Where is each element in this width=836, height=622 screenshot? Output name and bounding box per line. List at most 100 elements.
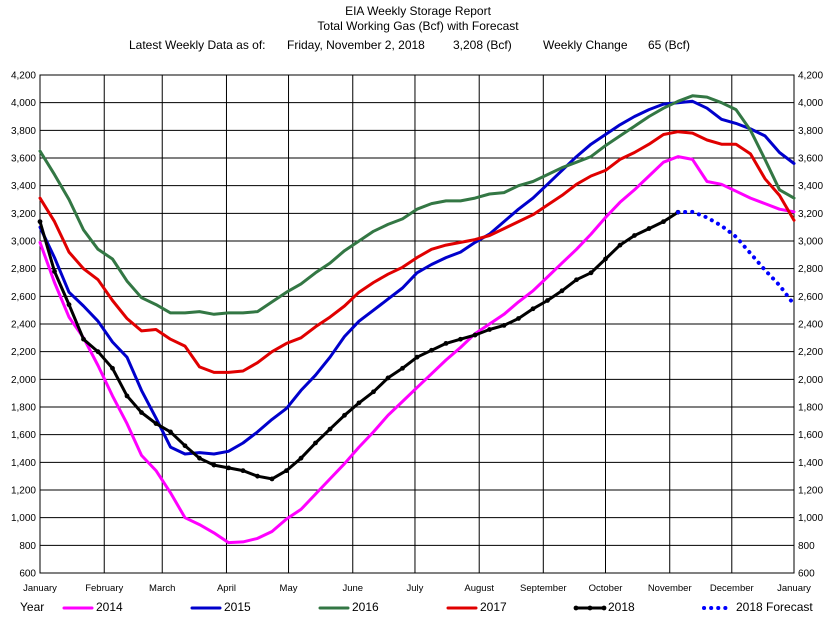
data-point-2018 [429, 347, 434, 353]
series-line-2017 [38, 130, 796, 374]
legend: Year 2014 2015 2016 2017 2018 2018 Forec… [0, 600, 836, 618]
y-tick-label-right: 800 [798, 541, 815, 552]
x-tick-label: August [464, 583, 494, 594]
y-tick-label-right: 2,000 [798, 375, 823, 386]
y-tick-label-left: 3,600 [11, 154, 36, 165]
y-tick-label-left: 3,200 [11, 209, 36, 220]
data-point-2018 [632, 233, 637, 238]
legend-label-2018-forecast: 2018 Forecast [736, 600, 813, 614]
x-tick-label: November [648, 583, 692, 594]
y-tick-label-right: 3,200 [798, 209, 823, 220]
latest-data-date: Friday, November 2, 2018 [287, 38, 425, 52]
latest-data-label: Latest Weekly Data as of: [129, 38, 266, 52]
weekly-change-value: 65 (Bcf) [648, 38, 691, 52]
y-tick-label-left: 600 [19, 569, 36, 580]
data-point-2018 [530, 306, 536, 312]
data-point-2018 [110, 365, 115, 371]
weekly-change-label: Weekly Change [543, 38, 628, 52]
chart-title: EIA Weekly Storage Report [345, 4, 491, 18]
plot-frame [39, 74, 795, 574]
data-point-2018 [284, 468, 289, 474]
data-point-2018 [37, 219, 43, 225]
y-tick-label-left: 2,800 [11, 264, 36, 275]
y-tick-label-right: 1,400 [798, 458, 823, 469]
data-point-2018 [356, 400, 362, 406]
series-line-2014 [38, 155, 796, 545]
legend-label-2014: 2014 [96, 600, 123, 614]
legend-marker-2018 [601, 605, 607, 611]
data-point-2018 [124, 393, 130, 399]
y-tick-label-right: 2,400 [798, 320, 823, 331]
data-point-2018 [211, 462, 217, 468]
data-point-2018 [66, 302, 72, 308]
data-point-2018 [603, 256, 608, 262]
data-point-2018 [327, 426, 333, 432]
x-tick-label: May [280, 583, 298, 594]
data-point-2018 [52, 269, 57, 274]
y-tick-label-right: 3,600 [798, 154, 823, 165]
y-tick-label-left: 800 [19, 541, 36, 552]
data-point-2018 [458, 336, 463, 342]
y-tick-label-right: 2,800 [798, 264, 823, 275]
data-point-2018 [617, 242, 623, 248]
data-point-2018 [574, 277, 579, 283]
y-tick-label-left: 3,000 [11, 237, 36, 248]
y-tick-label-right: 4,000 [798, 98, 823, 109]
data-point-2018 [516, 316, 521, 321]
y-tick-label-left: 4,200 [11, 71, 36, 82]
y-tick-label-right: 1,800 [798, 403, 823, 414]
y-tick-label-right: 1,000 [798, 513, 823, 524]
data-point-2018 [197, 455, 202, 461]
data-point-2018 [371, 389, 376, 395]
y-tick-label-right: 1,200 [798, 486, 823, 497]
data-point-2018 [342, 412, 347, 418]
data-point-2018 [661, 219, 666, 225]
chart-subtitle: Total Working Gas (Bcf) with Forecast [317, 19, 519, 33]
data-point-2018 [443, 340, 449, 346]
y-tick-label-left: 1,200 [11, 486, 36, 497]
y-tick-label-left: 1,800 [11, 403, 36, 414]
legend-marker-2018 [587, 605, 593, 611]
x-tick-label: December [710, 583, 754, 594]
legend-label-2017: 2017 [480, 600, 507, 614]
x-tick-label: October [589, 583, 623, 594]
y-tick-label-right: 2,600 [798, 292, 823, 303]
y-tick-label-left: 4,000 [11, 98, 36, 109]
legend-label-2016: 2016 [352, 600, 379, 614]
data-point-2018 [139, 410, 144, 415]
y-tick-label-left: 1,000 [11, 513, 36, 524]
y-tick-label-right: 3,800 [798, 126, 823, 137]
data-point-2018 [182, 443, 188, 449]
data-point-2018 [255, 473, 260, 479]
data-point-2018 [400, 365, 405, 371]
y-tick-label-left: 1,600 [11, 430, 36, 441]
series-line-2018-forecast [676, 209, 796, 307]
data-point-2018 [226, 465, 231, 471]
y-tick-label-left: 2,600 [11, 292, 36, 303]
legend-marker-2018 [573, 605, 579, 611]
y-tick-label-right: 3,000 [798, 237, 823, 248]
y-tick-label-left: 2,400 [11, 320, 36, 331]
x-tick-label: April [217, 583, 236, 594]
data-point-2018 [298, 455, 304, 461]
y-tick-label-right: 3,400 [798, 181, 823, 192]
x-tick-label: February [85, 583, 123, 594]
data-point-2018 [559, 288, 565, 294]
latest-storage-value: 3,208 (Bcf) [453, 38, 512, 52]
y-tick-label-left: 3,800 [11, 126, 36, 137]
y-tick-label-left: 1,400 [11, 458, 36, 469]
data-point-2018 [472, 332, 478, 338]
data-point-2018 [646, 226, 652, 231]
data-point-2018 [95, 349, 101, 355]
data-point-2018 [313, 440, 318, 446]
series-line-2015 [38, 99, 796, 456]
data-point-2018 [487, 327, 492, 332]
y-tick-label-right: 2,200 [798, 347, 823, 358]
x-tick-label: September [520, 583, 566, 594]
data-point-2018 [81, 336, 86, 342]
y-tick-label-right: 4,200 [798, 71, 823, 82]
y-tick-label-right: 600 [798, 569, 815, 580]
legend-label-2015: 2015 [224, 600, 251, 614]
data-point-2018 [240, 468, 246, 474]
